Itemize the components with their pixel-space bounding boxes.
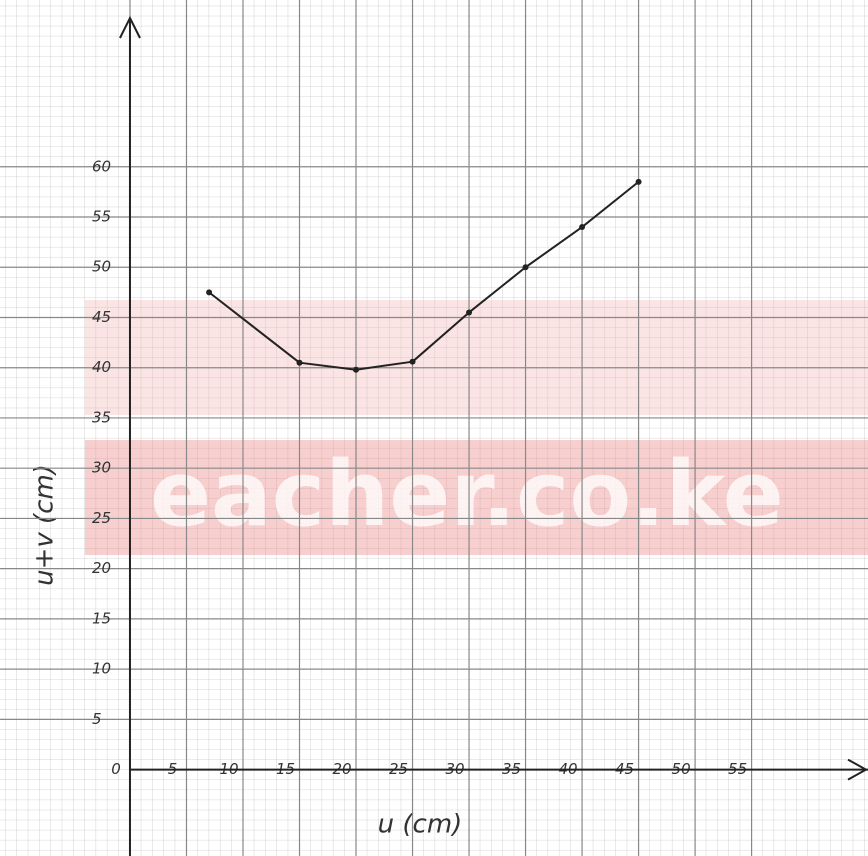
- watermark-band: [85, 300, 868, 415]
- y-tick-label: 40: [92, 358, 111, 376]
- data-point: [409, 358, 416, 365]
- data-point: [579, 224, 586, 231]
- y-tick-label: 20: [92, 559, 111, 577]
- data-point: [466, 309, 473, 316]
- data-point: [522, 264, 529, 271]
- y-tick-label: 10: [92, 660, 111, 678]
- y-tick-label: 25: [92, 509, 111, 527]
- x-axis-arrow: [847, 758, 868, 781]
- data-point: [353, 366, 360, 373]
- x-tick-label: 0: [111, 760, 121, 778]
- y-tick-label: 35: [92, 408, 111, 426]
- y-tick-label: 60: [92, 157, 111, 175]
- watermark: eacher.co.ke: [150, 442, 784, 547]
- y-tick-label: 45: [92, 308, 111, 326]
- y-axis-label: u+v (cm): [30, 464, 60, 586]
- y-tick-label: 5: [92, 710, 102, 728]
- y-tick-label: 30: [92, 459, 111, 477]
- x-axis-label: u (cm): [378, 810, 463, 840]
- y-axis-arrow: [119, 15, 141, 39]
- y-tick-label: 55: [92, 208, 111, 226]
- data-point: [296, 359, 303, 366]
- data-point: [635, 178, 642, 185]
- watermark-band: [85, 440, 868, 555]
- y-tick-label: 50: [92, 258, 111, 276]
- data-point: [206, 289, 213, 296]
- y-tick-label: 15: [92, 609, 111, 627]
- data-line: [208, 181, 640, 371]
